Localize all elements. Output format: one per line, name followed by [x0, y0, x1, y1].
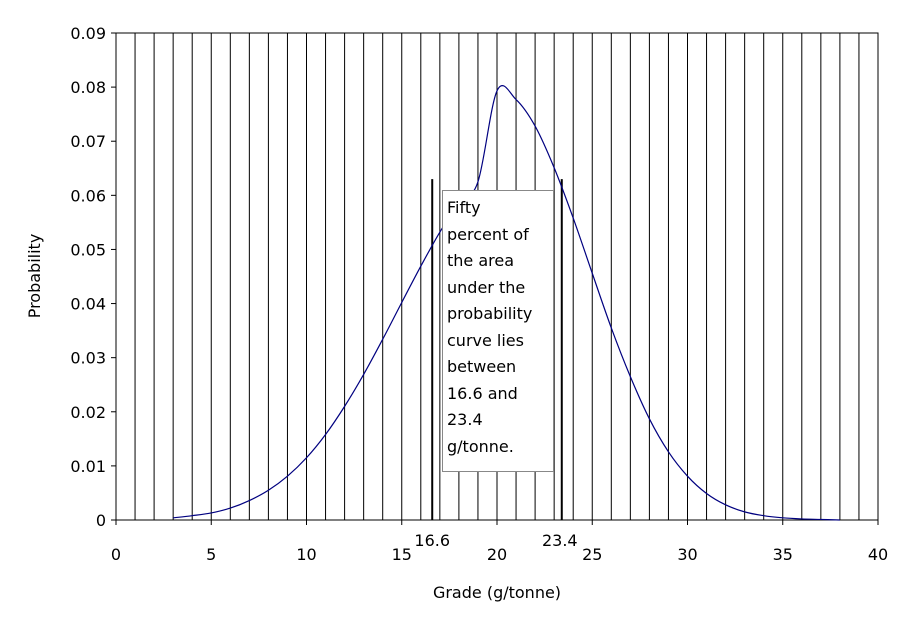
- marker-label: 23.4: [542, 531, 578, 550]
- x-tick-label: 20: [487, 545, 507, 564]
- marker-label: 16.6: [414, 531, 450, 550]
- annotation-line: g/tonne.: [447, 436, 514, 456]
- x-tick-label: 5: [206, 545, 216, 564]
- annotation-line: curve lies: [447, 330, 524, 350]
- annotation-text: Fifty percent of the area under the probabil…: [447, 195, 553, 460]
- annotation-line: the area: [447, 251, 515, 270]
- annotation-line: between: [447, 357, 517, 376]
- x-axis-title: Grade (g/tonne): [433, 583, 561, 602]
- annotation-line: Fifty: [447, 198, 481, 217]
- y-axis-ticks: 0 0.01 0.02 0.03 0.04 0.05 0.06 0.07 0.08 0.09: [70, 24, 116, 530]
- x-tick-label: 10: [296, 545, 316, 564]
- annotation-line: under the: [447, 277, 526, 297]
- y-tick-label: 0.09: [70, 24, 106, 43]
- annotation-line: probability: [447, 304, 533, 323]
- probability-curve: [173, 85, 840, 521]
- y-tick-label: 0: [96, 511, 106, 530]
- x-tick-label: 30: [677, 545, 697, 564]
- x-tick-label: 0: [111, 545, 121, 564]
- annotation-box: Fifty percent of the area under the probabil…: [442, 190, 554, 472]
- marker-lines: 16.6 23.4: [414, 179, 578, 550]
- x-tick-label: 35: [773, 545, 793, 564]
- annotation-line: 23.4: [447, 410, 483, 429]
- x-tick-label: 40: [868, 545, 888, 564]
- y-tick-label: 0.08: [70, 78, 106, 97]
- y-tick-label: 0.02: [70, 403, 106, 422]
- x-tick-label: 15: [392, 545, 412, 564]
- annotation-line: percent of: [447, 224, 529, 244]
- x-axis-ticks: 0 5 10 15 20 25 30 35 40: [111, 520, 888, 564]
- y-tick-label: 0.01: [70, 457, 106, 476]
- y-tick-label: 0.06: [70, 186, 106, 205]
- y-tick-label: 0.05: [70, 240, 106, 259]
- y-tick-label: 0.03: [70, 349, 106, 368]
- annotation-line: 16.6 and: [447, 383, 518, 403]
- y-tick-label: 0.04: [70, 295, 106, 314]
- y-axis-title: Probability: [25, 234, 44, 319]
- x-tick-label: 25: [582, 545, 602, 564]
- y-tick-label: 0.07: [70, 132, 106, 151]
